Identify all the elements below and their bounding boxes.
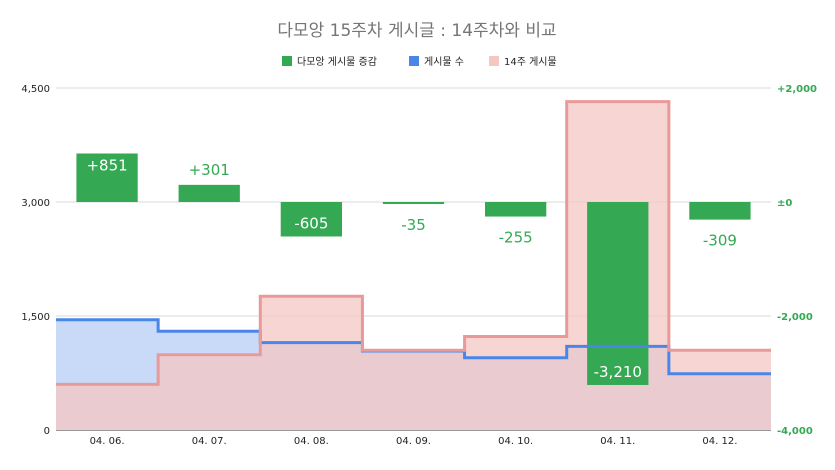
x-tick-label: 04. 11. [600,436,635,447]
bar [76,153,138,202]
legend-swatch [282,56,292,66]
step-line-week14 [56,100,771,386]
legend-label: 14주 게시물 [504,56,557,68]
left-tick-label: 0 [44,426,50,437]
data-label: -35 [401,216,426,234]
bar [280,202,342,237]
data-label: -3,210 [594,363,642,381]
right-tick-label: -4,000 [777,426,813,437]
bar-series [76,153,751,385]
area-week14 [56,101,771,431]
data-label: +301 [189,161,230,179]
axes: 0 1,500 3,000 4,500 -4,000 -2,000 ±0 +2,000 04. … [21,84,817,447]
data-labels: +851 +301 -605 -35 -255 -3,210 -309 [86,156,736,380]
legend-swatch [409,56,419,66]
left-tick-label: 1,500 [21,312,50,323]
right-tick-label: +2,000 [777,84,817,95]
bar [587,202,649,385]
x-tick-label: 04. 07. [192,436,227,447]
x-tick-label: 04. 08. [294,436,329,447]
left-tick-label: 3,000 [21,198,50,209]
bar [485,202,547,217]
stepped-areas [56,101,771,431]
legend-label: 다모앙 게시물 증감 [297,56,377,68]
stepped-lines [56,100,771,386]
data-label: -255 [499,229,533,247]
x-tick-label: 04. 09. [396,436,431,447]
chart-title: 다모앙 15주차 게시글 : 14주차와 비교 [277,21,556,41]
legend-swatch [489,56,499,66]
legend: 다모앙 게시물 증감 게시물 수 14주 게시물 [282,56,557,68]
x-tick-label: 04. 12. [702,436,737,447]
right-tick-label: ±0 [777,198,792,209]
right-tick-label: -2,000 [777,312,813,323]
bar [178,184,240,202]
x-tick-label: 04. 06. [90,436,125,447]
left-tick-label: 4,500 [21,84,50,95]
data-label: -309 [703,232,737,250]
data-label: -605 [294,214,328,232]
data-label: +851 [86,156,127,174]
bar [382,202,445,204]
legend-label: 게시물 수 [424,56,464,68]
bar [689,202,751,220]
x-tick-label: 04. 10. [498,436,533,447]
